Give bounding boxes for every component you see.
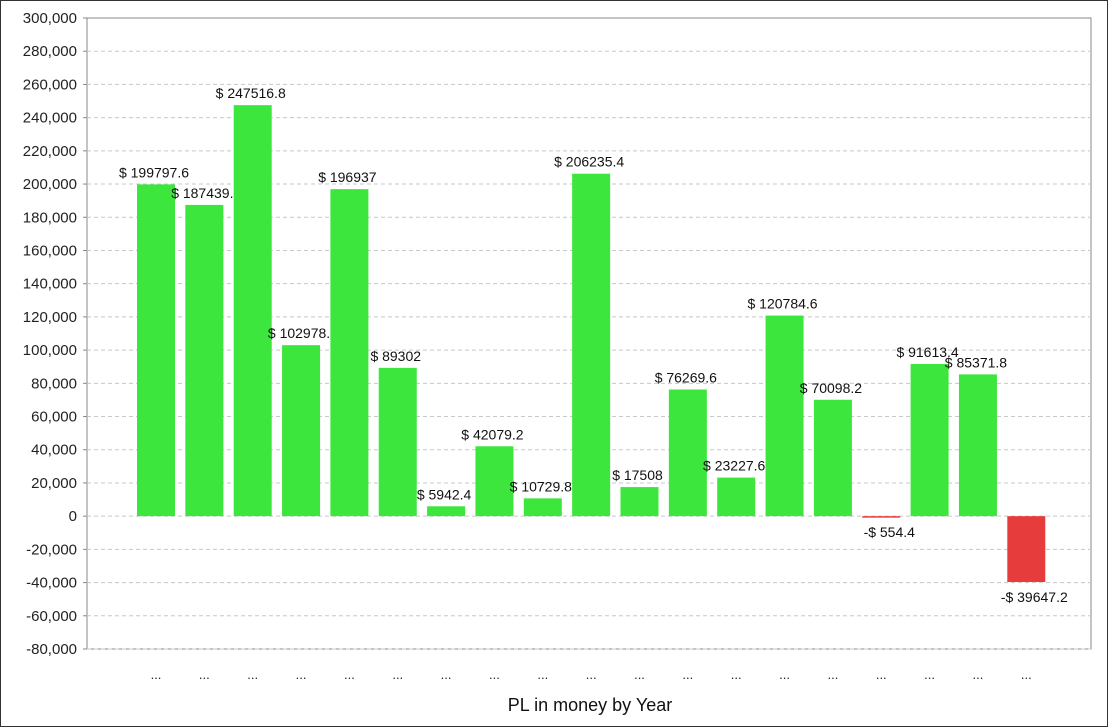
y-tick-label: 80,000 (31, 375, 77, 392)
data-label: $ 42079.2 (461, 426, 523, 442)
x-tick-label: ... (924, 667, 935, 682)
x-tick-label: ... (247, 667, 258, 682)
y-tick-label: 280,000 (23, 43, 77, 60)
x-tick-label: ... (537, 667, 548, 682)
bar (813, 399, 852, 517)
bar (523, 498, 562, 517)
y-tick-label: 240,000 (23, 110, 77, 127)
bar (862, 516, 901, 518)
y-axis-ticks: 300,000 280,000 260,000 240,000 220,000 200,0… (23, 10, 87, 658)
data-label: -$ 39647.2 (1001, 589, 1068, 605)
x-tick-label: ... (731, 667, 742, 682)
bar (233, 105, 272, 517)
data-label: $ 17508 (612, 467, 663, 483)
y-tick-label: 60,000 (31, 409, 77, 426)
data-label: $ 120784.6 (748, 296, 818, 312)
bar (620, 487, 659, 517)
bar (717, 477, 756, 517)
y-tick-label: 120,000 (23, 309, 77, 326)
data-label: $ 187439. (171, 185, 233, 201)
bar (668, 389, 707, 517)
bar (185, 204, 224, 517)
x-tick-label: ... (199, 667, 210, 682)
data-label: $ 10729.8 (510, 478, 572, 494)
x-tick-label: ... (151, 667, 162, 682)
x-tick-label: ... (973, 667, 984, 682)
data-label: $ 76269.6 (655, 370, 717, 386)
data-label: $ 102978. (268, 325, 330, 341)
x-axis-title: PL in money by Year (508, 695, 672, 715)
y-tick-label: 140,000 (23, 276, 77, 293)
y-tick-label: 180,000 (23, 209, 77, 226)
y-tick-label: -40,000 (26, 575, 77, 592)
x-tick-label: ... (296, 667, 307, 682)
y-tick-label: -20,000 (26, 541, 77, 558)
bar (137, 184, 175, 517)
data-label: $ 5942.4 (417, 486, 472, 502)
x-tick-label: ... (489, 667, 500, 682)
y-tick-label: 260,000 (23, 76, 77, 93)
x-axis-categories: ........................................… (151, 667, 1032, 682)
y-tick-label: 160,000 (23, 242, 77, 259)
y-tick-label: 40,000 (31, 442, 77, 459)
data-label: -$ 554.4 (864, 524, 916, 540)
y-tick-label: 0 (69, 508, 77, 525)
data-label: $ 85371.8 (945, 354, 1007, 370)
x-tick-label: ... (586, 667, 597, 682)
data-label: $ 70098.2 (800, 380, 862, 396)
y-tick-label: 20,000 (31, 475, 77, 492)
bar (282, 345, 321, 517)
data-label: $ 199797.6 (119, 164, 189, 180)
bar (330, 189, 369, 517)
data-label: $ 89302 (370, 348, 421, 364)
x-tick-label: ... (876, 667, 887, 682)
y-tick-label: 100,000 (23, 342, 77, 359)
bar (572, 173, 611, 517)
y-tick-label: -60,000 (26, 608, 77, 625)
y-tick-label: 220,000 (23, 143, 77, 160)
data-label: $ 23227.6 (703, 458, 765, 474)
x-tick-label: ... (441, 667, 452, 682)
plot-area (86, 17, 1092, 650)
x-tick-label: ... (1021, 667, 1032, 682)
y-tick-label: 300,000 (23, 10, 77, 27)
bar (378, 367, 417, 517)
x-tick-label: ... (779, 667, 790, 682)
x-tick-label: ... (344, 667, 355, 682)
bars (137, 105, 1046, 582)
data-labels: $ 199797.6 $ 187439. $ 247516.8 $ 102978. $ … (119, 85, 1068, 605)
data-label: $ 206235.4 (554, 154, 624, 170)
data-label: $ 247516.8 (216, 85, 286, 101)
y-tick-label: -80,000 (26, 641, 77, 658)
x-tick-label: ... (634, 667, 645, 682)
y-tick-label: 200,000 (23, 176, 77, 193)
bar (1007, 516, 1046, 582)
bar (910, 364, 949, 517)
x-tick-label: ... (682, 667, 693, 682)
data-label: $ 91613.4 (896, 344, 958, 360)
data-label: $ 196937 (318, 169, 377, 185)
bar (427, 506, 466, 517)
bar (475, 446, 514, 517)
bar (958, 374, 997, 517)
bar (765, 315, 804, 517)
x-tick-label: ... (827, 667, 838, 682)
x-tick-label: ... (392, 667, 403, 682)
